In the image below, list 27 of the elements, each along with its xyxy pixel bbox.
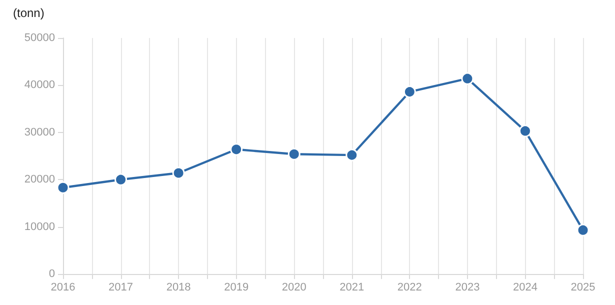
point — [346, 148, 358, 162]
x-tick-label: 2020 — [282, 282, 306, 294]
x-tick-label: 2021 — [340, 282, 364, 294]
x-tick-label: 2017 — [108, 282, 134, 294]
y-tick-label: 20000 — [24, 174, 55, 186]
point — [230, 143, 243, 156]
x-tick-label: 2025 — [570, 282, 596, 294]
y-tick-label: 50000 — [24, 32, 55, 44]
y-tick-label: 30000 — [24, 126, 55, 138]
x-tick-label: 2019 — [224, 282, 249, 294]
y-tick-label: 0 — [48, 268, 55, 280]
y-tick-label: 40000 — [24, 79, 55, 92]
point — [461, 72, 474, 85]
x-tick-label: 2022 — [397, 282, 422, 294]
x-tick-label: 2024 — [512, 282, 538, 294]
point — [56, 181, 70, 194]
x-tick-label: 2016 — [50, 282, 76, 294]
point — [172, 166, 185, 180]
point — [403, 86, 416, 98]
point — [576, 224, 590, 236]
point — [518, 124, 532, 138]
point — [114, 173, 128, 186]
x-tick-label: 2023 — [455, 282, 480, 294]
y-tick-label: 10000 — [24, 220, 55, 233]
point — [288, 148, 300, 160]
y-axis-title: (tonn) — [13, 6, 44, 20]
x-tick-label: 2018 — [166, 282, 191, 294]
